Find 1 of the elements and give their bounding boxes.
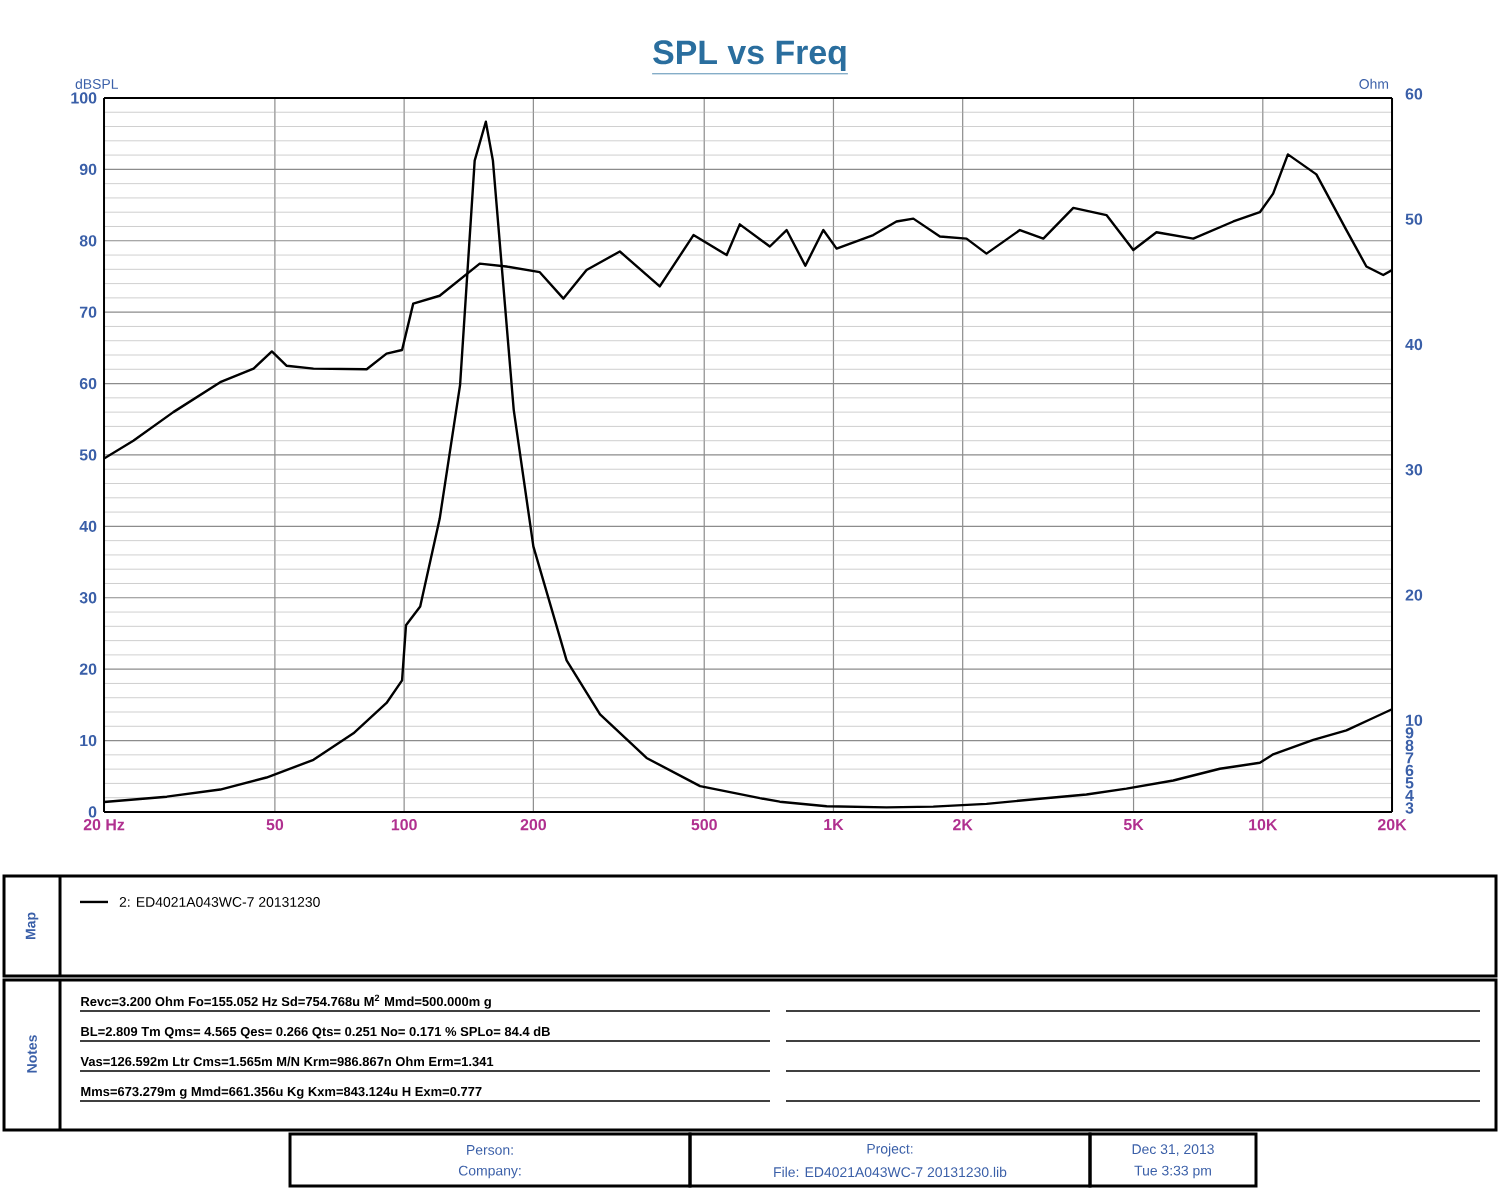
chart-title: SPL vs Freq xyxy=(653,40,846,72)
